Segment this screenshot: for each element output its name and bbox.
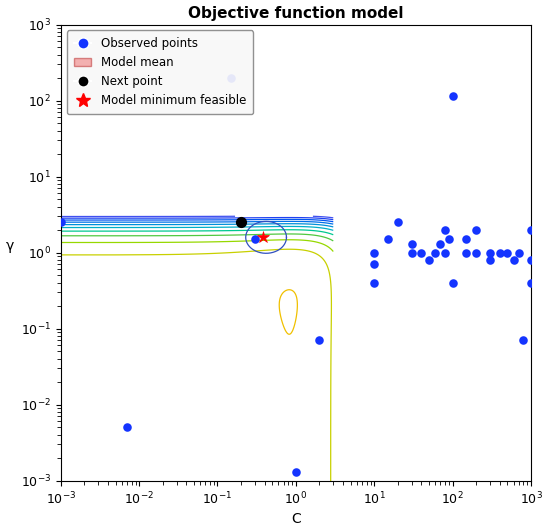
Point [227,73,236,82]
Point [315,336,324,345]
Point [527,256,535,264]
Point [292,468,300,476]
Point [486,256,494,264]
Point [519,336,528,345]
Point [250,235,259,244]
Point [384,235,392,244]
Point [56,218,65,227]
Legend: Observed points, Model mean, Next point, Model minimum feasible: Observed points, Model mean, Next point,… [67,30,253,114]
Point [123,423,132,431]
Point [462,235,471,244]
Point [509,256,518,264]
Point [370,279,379,287]
Point [237,218,246,227]
Point [472,226,481,234]
Point [436,239,445,248]
Point [448,279,457,287]
Point [370,248,379,257]
Point [527,226,535,234]
Point [486,248,494,257]
X-axis label: C: C [291,512,301,527]
Point [441,248,449,257]
Point [407,248,416,257]
Point [407,239,416,248]
Title: Objective function model: Objective function model [188,5,404,21]
Y-axis label: γ: γ [5,238,14,253]
Point [441,226,449,234]
Point [472,248,481,257]
Point [370,260,379,269]
Point [515,248,523,257]
Point [462,248,471,257]
Point [444,235,453,244]
Point [503,248,512,257]
Point [417,248,426,257]
Point [425,256,433,264]
Point [495,248,504,257]
Point [393,218,402,227]
Point [527,279,535,287]
Point [448,92,457,100]
Point [431,248,439,257]
